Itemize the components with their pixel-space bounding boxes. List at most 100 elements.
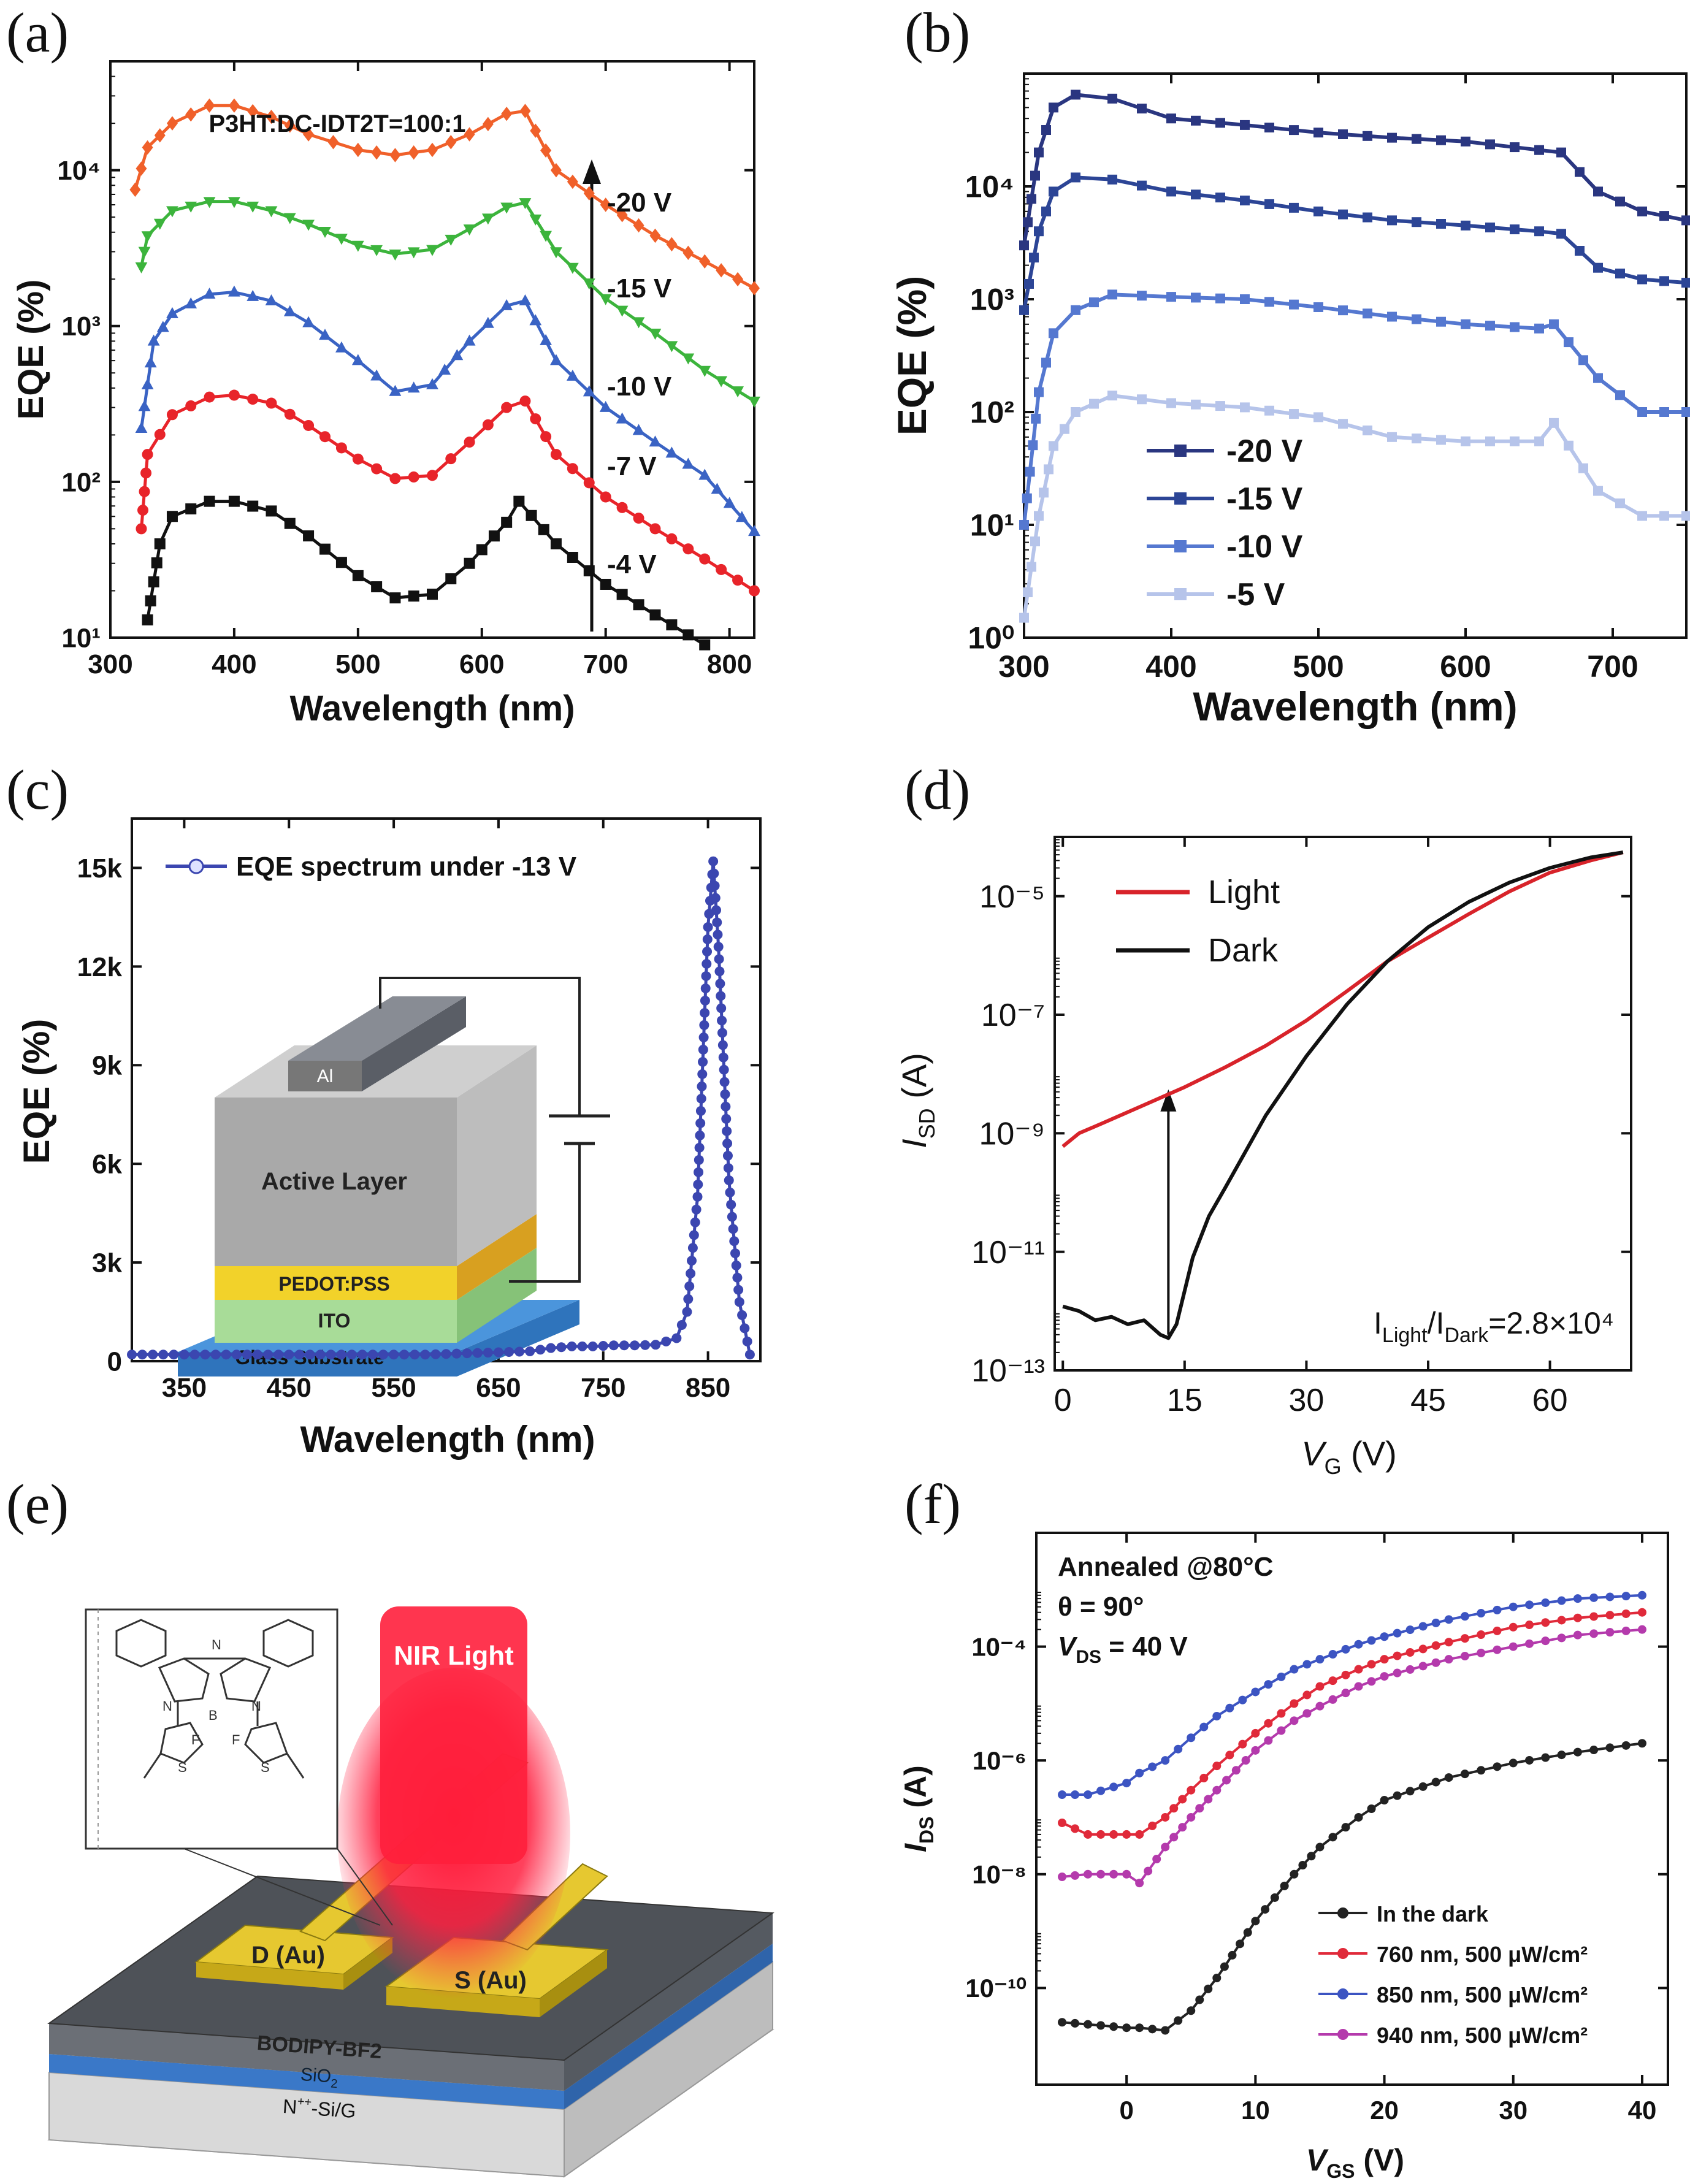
data-marker	[1477, 1766, 1486, 1775]
data-marker	[1589, 1746, 1599, 1755]
data-marker	[1251, 1687, 1260, 1697]
data-marker	[1089, 399, 1099, 409]
chart-d: 0 15 30 45 60 10⁻¹³ 10⁻¹¹ 10⁻⁹ 10⁻⁷ 10⁻⁵ VG (V) ISD…	[895, 836, 1632, 1479]
data-marker	[185, 297, 197, 308]
data-marker	[138, 400, 151, 411]
data-marker	[294, 1350, 305, 1360]
data-marker	[1637, 274, 1647, 284]
data-marker	[1405, 1648, 1415, 1657]
data-marker	[1444, 1615, 1453, 1624]
data-marker	[700, 983, 711, 993]
data-marker	[1215, 293, 1225, 304]
data-marker	[748, 525, 760, 536]
panel-label-a: (a)	[6, 1, 69, 64]
data-marker	[319, 329, 331, 340]
legend-marker	[1337, 1988, 1348, 1999]
svg-text:S: S	[178, 1760, 187, 1775]
data-marker	[399, 1350, 410, 1360]
data-marker	[538, 524, 549, 535]
data-marker	[726, 1199, 736, 1210]
data-marker	[1418, 1644, 1428, 1654]
data-marker	[1241, 1756, 1250, 1765]
x-axis-label: VGS (V)	[1306, 2143, 1404, 2182]
data-marker	[1135, 1768, 1144, 1777]
data-marker	[1212, 1711, 1222, 1720]
legend-label: 850 nm, 500 μW/cm²	[1377, 1982, 1588, 2007]
data-marker	[203, 288, 216, 299]
data-marker	[1510, 436, 1520, 446]
data-marker	[513, 495, 525, 507]
data-marker	[247, 201, 259, 213]
data-marker	[599, 294, 612, 305]
data-marker	[1240, 120, 1250, 130]
y-tick-label: 10⁻⁵	[979, 879, 1045, 915]
data-marker	[1541, 1753, 1550, 1762]
data-marker	[1049, 102, 1058, 113]
data-marker	[698, 1056, 708, 1067]
series-label: -15 V	[607, 273, 672, 304]
y-tick-label: 10¹	[970, 508, 1014, 543]
data-marker	[1557, 1596, 1566, 1605]
data-marker	[1243, 1928, 1252, 1937]
data-marker	[1493, 1645, 1502, 1654]
x-axis-label: VG (V)	[1301, 1434, 1397, 1479]
data-marker	[1204, 1795, 1213, 1804]
data-marker	[305, 1350, 315, 1360]
legend-marker	[1174, 492, 1187, 505]
data-marker	[228, 285, 240, 297]
data-marker	[540, 431, 552, 443]
panel-label-b: (b)	[904, 1, 971, 64]
data-marker	[599, 400, 612, 412]
data-marker	[1354, 1665, 1363, 1674]
x-tick-label: 300	[998, 649, 1049, 684]
x-tick-label: 0	[1119, 2096, 1133, 2125]
data-marker	[144, 356, 157, 368]
data-marker	[371, 463, 383, 475]
data-marker	[1363, 131, 1372, 141]
data-marker	[430, 1349, 441, 1359]
data-marker	[1096, 1869, 1106, 1879]
data-marker	[1637, 1739, 1646, 1748]
data-marker	[1161, 1756, 1170, 1765]
data-marker	[616, 589, 628, 600]
svg-text:N: N	[212, 1637, 221, 1652]
data-marker	[1071, 1824, 1080, 1833]
condition-angle: θ = 90°	[1058, 1592, 1144, 1622]
data-marker	[530, 123, 541, 138]
data-marker	[1460, 1612, 1469, 1621]
data-marker	[1573, 1630, 1582, 1640]
data-marker	[210, 1350, 221, 1360]
data-marker	[283, 305, 296, 316]
data-marker	[1148, 2025, 1157, 2034]
data-marker	[709, 868, 719, 879]
x-tick-label: 700	[583, 649, 628, 679]
legend-label: In the dark	[1377, 1901, 1489, 1926]
data-marker	[1593, 262, 1603, 273]
data-marker	[266, 397, 277, 409]
data-marker	[702, 946, 713, 956]
series-label: -7 V	[607, 451, 657, 481]
data-marker	[389, 592, 401, 604]
y-tick-label: 12k	[77, 952, 123, 982]
data-marker	[616, 208, 628, 223]
x-axis-label: Wavelength (nm)	[289, 689, 575, 728]
data-marker	[462, 1348, 472, 1359]
data-marker	[1313, 412, 1323, 422]
data-marker	[687, 1243, 698, 1253]
data-marker	[1534, 436, 1544, 446]
data-marker	[1215, 118, 1225, 128]
data-marker	[1477, 1648, 1486, 1657]
y-tick-label: 0	[107, 1346, 122, 1376]
data-marker	[407, 247, 420, 259]
data-marker	[730, 1248, 740, 1259]
data-marker	[717, 1015, 727, 1026]
data-marker	[525, 1346, 535, 1356]
data-marker	[514, 1346, 525, 1357]
data-marker	[1280, 1881, 1289, 1890]
data-marker	[265, 206, 278, 218]
inset-al-top	[288, 996, 466, 1061]
y-tick-label: 10³	[61, 311, 101, 342]
data-marker	[1593, 486, 1603, 496]
data-marker	[723, 1163, 733, 1173]
